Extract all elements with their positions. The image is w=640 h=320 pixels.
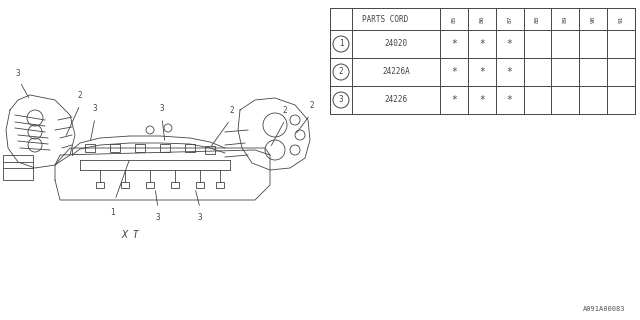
Text: 3: 3 (16, 69, 20, 78)
Text: 24020: 24020 (385, 39, 408, 49)
Text: 3: 3 (93, 104, 97, 113)
Text: *: * (507, 67, 513, 77)
Text: 3: 3 (160, 104, 164, 113)
Bar (96, 182, 104, 188)
Bar (185, 144, 195, 152)
Bar (196, 182, 204, 188)
Text: 89: 89 (563, 15, 568, 23)
Text: 2: 2 (339, 68, 343, 76)
Text: *: * (451, 67, 457, 77)
Text: 88: 88 (535, 15, 540, 23)
Bar (205, 146, 215, 154)
Text: X T: X T (121, 230, 139, 240)
Text: *: * (479, 67, 484, 77)
Bar (110, 144, 120, 152)
Text: 85: 85 (451, 15, 456, 23)
Text: 2: 2 (283, 106, 287, 115)
Bar (330, 8, 635, 114)
Text: *: * (451, 95, 457, 105)
Text: *: * (479, 39, 484, 49)
Bar (160, 144, 170, 152)
Bar (3, 155, 33, 180)
Text: *: * (479, 95, 484, 105)
Bar (85, 144, 95, 152)
Text: 1: 1 (339, 39, 343, 49)
Text: 24226: 24226 (385, 95, 408, 105)
Bar (171, 182, 179, 188)
Bar (216, 182, 224, 188)
Text: 3: 3 (198, 213, 202, 222)
Text: 2: 2 (310, 101, 314, 110)
Text: *: * (507, 39, 513, 49)
Text: 24226A: 24226A (382, 68, 410, 76)
Text: *: * (507, 95, 513, 105)
Text: 90: 90 (591, 15, 596, 23)
Bar (121, 182, 129, 188)
Text: PARTS CORD: PARTS CORD (362, 14, 408, 23)
Text: A091A00083: A091A00083 (582, 306, 625, 312)
Bar (146, 182, 154, 188)
Text: 87: 87 (507, 15, 512, 23)
Text: 2: 2 (77, 91, 83, 100)
Bar (135, 144, 145, 152)
Text: 3: 3 (156, 213, 160, 222)
Text: 91: 91 (619, 15, 623, 23)
Text: 3: 3 (339, 95, 343, 105)
Text: 86: 86 (479, 15, 484, 23)
Text: *: * (451, 39, 457, 49)
Text: 2: 2 (230, 106, 234, 115)
Text: 1: 1 (109, 208, 115, 217)
